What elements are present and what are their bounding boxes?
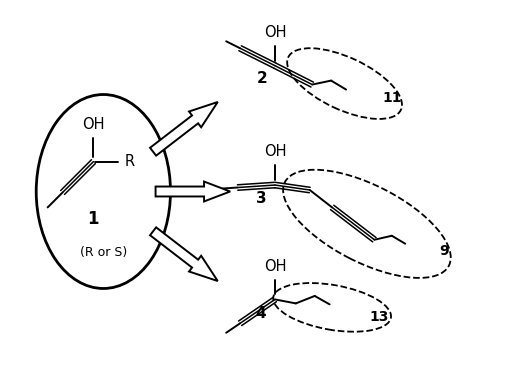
Polygon shape [155,182,230,201]
Text: OH: OH [264,144,286,159]
Polygon shape [150,102,218,155]
Text: 1: 1 [88,210,99,228]
Text: 9: 9 [439,244,449,258]
Polygon shape [150,228,218,281]
Text: 13: 13 [370,310,389,324]
Text: 3: 3 [256,192,266,206]
Text: OH: OH [264,259,286,273]
Text: OH: OH [82,117,104,132]
Text: (R or S): (R or S) [80,246,127,259]
Text: 4: 4 [256,306,266,321]
Text: 2: 2 [257,71,268,86]
Text: 11: 11 [382,92,402,105]
Text: R: R [124,154,135,169]
Text: OH: OH [264,25,286,40]
